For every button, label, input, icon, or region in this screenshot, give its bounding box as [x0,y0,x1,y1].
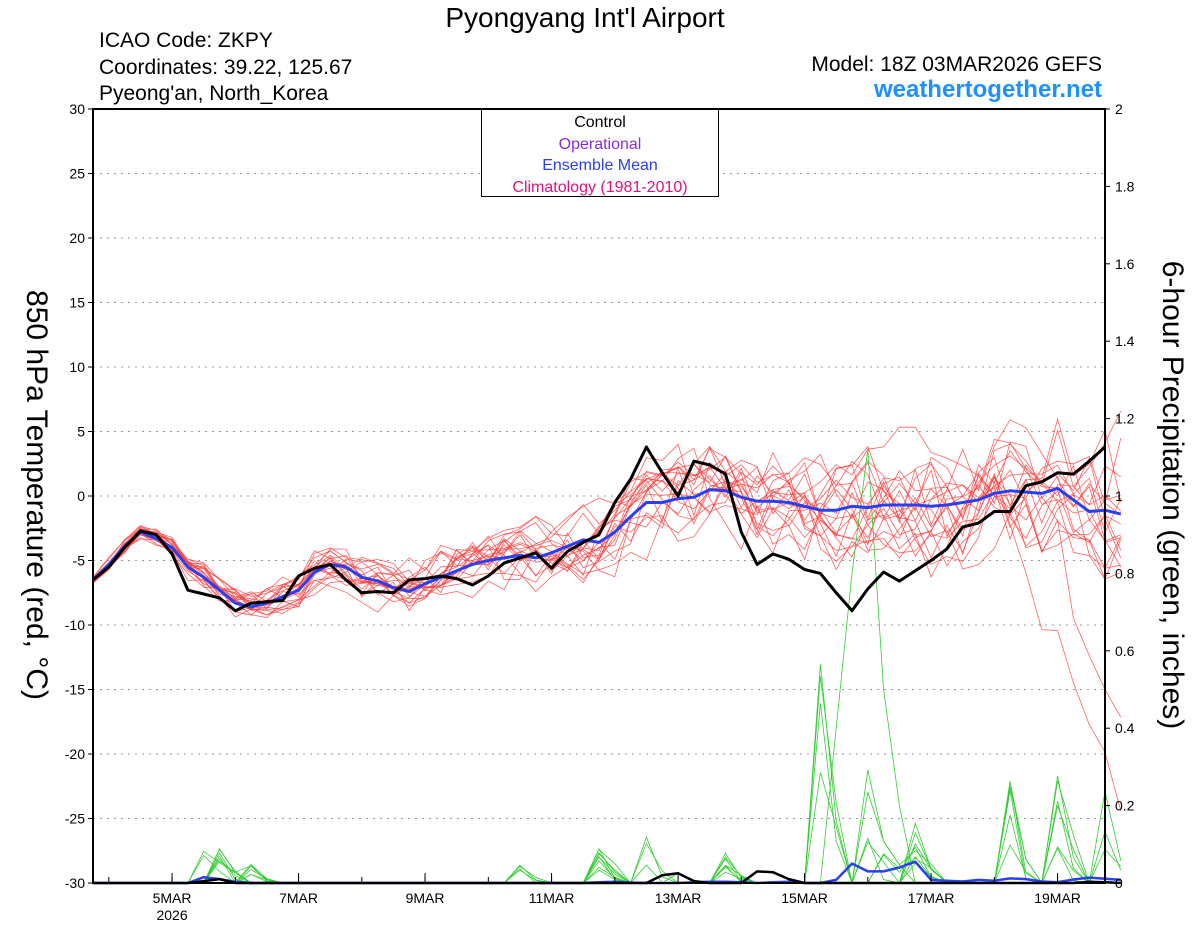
y-tick-label: 20 [69,230,85,246]
ensemble-member-precip-line [93,676,1121,885]
y-tick-label: -30 [65,875,85,891]
main-series [91,445,1122,885]
ensemble-member-temp-line [92,455,1122,608]
chart-title: Pyongyang Int'l Airport [445,2,725,33]
ensemble-members-temperature [92,410,1122,812]
ensemble-member-precip-line [93,830,1122,884]
ensemble-member-temp-line [92,456,1121,611]
y-tick-label: 30 [69,101,85,117]
ensemble-member-temp-line [92,410,1122,610]
right-axis-ticks: 2 1.8 1.6 1.4 1.2 1 0.8 0.6 0.4 0.2 0 [1105,101,1135,891]
y2-tick-label: 1 [1115,488,1123,504]
x-tick-label: 7MAR [279,890,318,906]
y2-tick-label: 0.6 [1115,643,1135,659]
icao-code: ICAO Code: ZKPY [99,29,273,52]
y2-tick-label: 2 [1115,101,1123,117]
y-tick-label: 0 [77,488,85,504]
x-tick-sublabel: 2026 [156,907,187,923]
ensemble-member-precip-line [93,664,1121,884]
y-tick-label: -15 [65,682,85,698]
y-tick-label: 15 [69,295,85,311]
y2-tick-label: 0.4 [1115,720,1135,736]
x-tick-label: 15MAR [781,890,828,906]
y-axis-label-right: 6-hour Precipitation (green, inches) [1156,260,1189,730]
x-tick-label: 13MAR [655,890,702,906]
y-tick-label: -5 [73,553,86,569]
y2-tick-label: 0 [1115,875,1123,891]
x-tick-label: 5MAR [153,890,192,906]
legend-climatology: Climatology (1981-2010) [512,178,688,196]
model-run: Model: 18Z 03MAR2026 GEFS [811,53,1102,76]
y2-tick-label: 1.2 [1115,411,1135,427]
ensemble-member-temp-line [92,464,1122,610]
left-axis-ticks: 30 25 20 15 10 5 0 -5 -10 -15 -20 -25 -30 [65,101,93,891]
legend-operational: Operational [558,135,642,153]
ensemble-member-precip-line [93,772,1122,884]
y-tick-label: 5 [77,424,85,440]
ensemble-member-temp-line [92,451,1122,718]
x-tick-label: 19MAR [1034,890,1081,906]
y2-tick-label: 1.4 [1115,333,1135,349]
x-tick-label: 11MAR [529,890,575,906]
legend: Control Operational Ensemble Mean Climat… [481,109,719,197]
x-tick-label: 9MAR [406,890,445,906]
ensemble-member-temp-line [92,453,1121,614]
coordinates: Coordinates: 39.22, 125.67 [99,56,353,79]
y2-tick-label: 0.8 [1115,565,1135,581]
ensemble-member-temp-line [92,448,1122,618]
y-tick-label: 25 [69,166,85,182]
y-tick-label: -20 [65,746,85,762]
control-temp-line [92,445,1107,613]
ensemble-member-precip-line [93,703,1121,884]
location: Pyeong'an, North_Korea [99,82,329,105]
y-tick-label: 10 [69,359,85,375]
ensemble-member-temp-line [92,443,1122,812]
ensemble-member-temp-line [92,455,1121,603]
y2-tick-label: 1.8 [1115,178,1135,194]
grid-lines [93,173,1105,819]
legend-ensemble-mean: Ensemble Mean [542,157,658,174]
ensemble-member-precip-line [93,821,1121,884]
legend-control: Control [574,114,626,131]
y-tick-label: -10 [65,617,85,633]
ensemble-member-temp-line [92,472,1121,619]
y2-tick-label: 0.2 [1115,798,1135,814]
y2-tick-label: 1.6 [1115,256,1135,272]
ensemble-member-temp-line [92,419,1122,612]
ensemble-mean-temp-line [91,486,1122,609]
ensemble-member-temp-line [92,426,1121,601]
ensemble-member-temp-line [92,443,1122,616]
x-tick-label: 17MAR [908,890,955,906]
y-axis-label-left: 850 hPa Temperature (red, °C) [20,290,53,700]
y-tick-label: -25 [65,811,85,827]
site-link[interactable]: weathertogether.net [873,76,1102,103]
